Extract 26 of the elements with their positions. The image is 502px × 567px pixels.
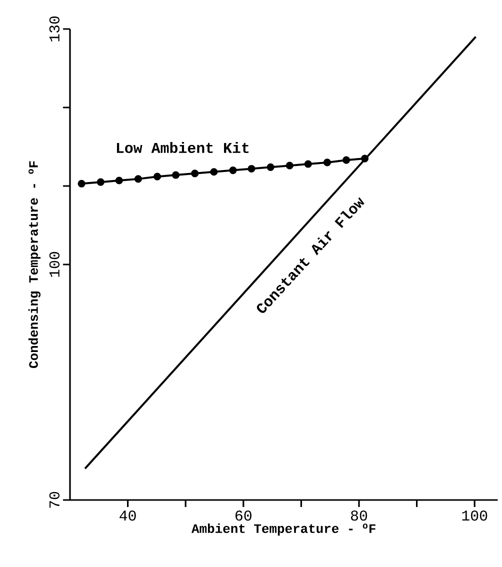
point bbox=[172, 171, 180, 179]
y-tick-label: 130 bbox=[49, 16, 60, 42]
x-tick-label: 40 bbox=[120, 510, 136, 521]
point bbox=[210, 168, 218, 176]
point bbox=[323, 158, 331, 166]
x-tick-label: 100 bbox=[462, 510, 488, 521]
y-axis-title: Condensing Temperature - $^{o}$F bbox=[28, 161, 41, 368]
point bbox=[96, 178, 104, 186]
x-tick-label: 60 bbox=[236, 510, 252, 521]
point bbox=[78, 180, 86, 188]
point bbox=[248, 164, 256, 173]
y-tick-label: 100 bbox=[49, 252, 60, 277]
point bbox=[153, 172, 162, 180]
x-tick-label: 80 bbox=[351, 510, 368, 521]
point bbox=[134, 175, 142, 183]
x-axis-title: Ambient Temperature - $^{o}$F bbox=[192, 523, 376, 536]
point bbox=[304, 160, 312, 168]
point bbox=[191, 170, 199, 178]
point bbox=[229, 166, 237, 174]
point bbox=[342, 156, 350, 164]
point bbox=[266, 163, 274, 171]
point bbox=[115, 176, 123, 184]
point bbox=[286, 162, 294, 170]
point bbox=[360, 154, 369, 162]
series-label: Low Ambient Kit bbox=[116, 142, 249, 154]
y-tick-label: 70 bbox=[49, 492, 60, 508]
